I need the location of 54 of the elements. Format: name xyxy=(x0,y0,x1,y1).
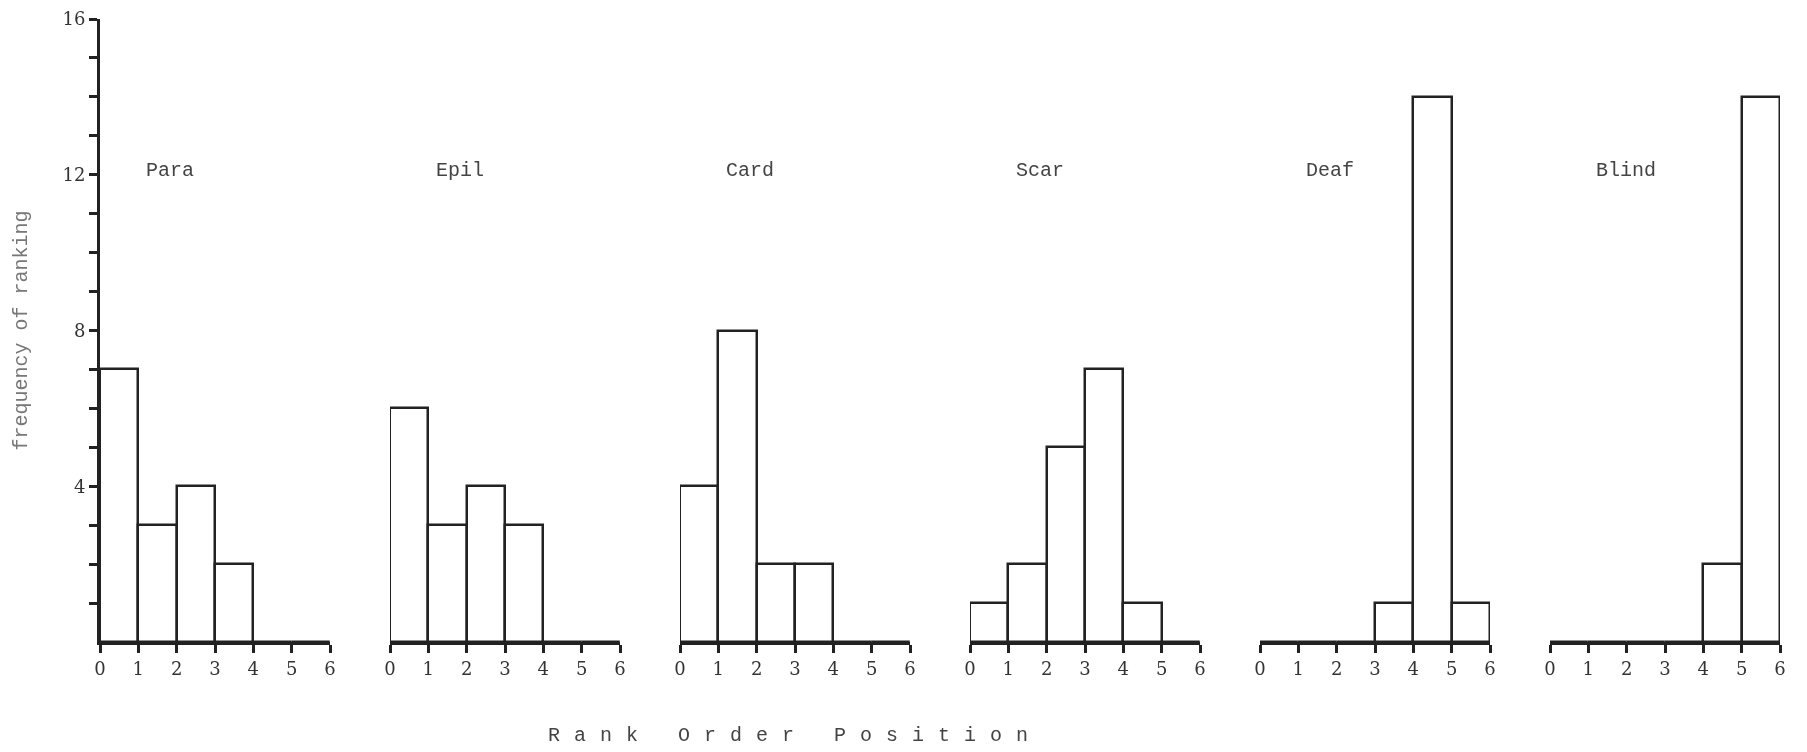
x-tick-label: 4 xyxy=(827,657,840,679)
x-tick-label: 2 xyxy=(750,657,763,679)
x-tick-label: 5 xyxy=(1155,657,1168,679)
x-axis-title: Rank Order Position xyxy=(547,724,1043,748)
x-tick-label: 1 xyxy=(1582,657,1595,679)
x-tick-label: 6 xyxy=(614,657,626,679)
y-axis-title: frequency of ranking xyxy=(9,210,33,451)
y-tick-label: 8 xyxy=(73,319,86,341)
x-tick-label: 1 xyxy=(1292,657,1305,679)
x-tick-label: 2 xyxy=(1620,657,1633,679)
x-tick-label: 5 xyxy=(575,657,588,679)
x-tick-label: 3 xyxy=(499,657,511,679)
text: Deaf xyxy=(1306,158,1355,182)
x-tick-label: 4 xyxy=(247,657,260,679)
text: Card xyxy=(726,158,775,182)
x-tick-label: 0 xyxy=(964,657,976,679)
text: Blind xyxy=(1596,158,1657,182)
x-tick-label: 0 xyxy=(1254,657,1266,679)
x-tick-label: 6 xyxy=(324,657,336,679)
x-tick-label: 3 xyxy=(1079,657,1091,679)
x-tick-label: 5 xyxy=(1445,657,1458,679)
x-tick-label: 2 xyxy=(1330,657,1343,679)
y-tick-label: 12 xyxy=(62,164,86,186)
x-tick-label: 1 xyxy=(1002,657,1015,679)
x-tick-label: 0 xyxy=(384,657,396,679)
x-tick-label: 2 xyxy=(1040,657,1053,679)
x-tick-label: 5 xyxy=(285,657,298,679)
y-tick-label: 16 xyxy=(62,8,86,30)
x-tick-label: 6 xyxy=(1774,657,1786,679)
x-tick-label: 4 xyxy=(1697,657,1710,679)
x-tick-label: 4 xyxy=(1117,657,1130,679)
x-tick-label: 0 xyxy=(94,657,106,679)
x-tick-label: 1 xyxy=(132,657,145,679)
text: Scar xyxy=(1016,158,1065,182)
x-tick-label: 4 xyxy=(1407,657,1420,679)
x-tick-label: 2 xyxy=(460,657,473,679)
x-tick-label: 1 xyxy=(712,657,725,679)
x-tick-label: 0 xyxy=(1544,657,1556,679)
text: Epil xyxy=(436,158,485,182)
x-tick-label: 5 xyxy=(865,657,878,679)
x-tick-label: 2 xyxy=(170,657,183,679)
x-tick-label: 3 xyxy=(1369,657,1381,679)
x-tick-label: 0 xyxy=(674,657,686,679)
x-tick-label: 1 xyxy=(422,657,435,679)
x-tick-label: 6 xyxy=(904,657,916,679)
x-tick-label: 3 xyxy=(209,657,221,679)
text: Para xyxy=(146,158,195,182)
x-tick-label: 4 xyxy=(537,657,550,679)
x-tick-label: 6 xyxy=(1484,657,1496,679)
x-tick-label: 3 xyxy=(1659,657,1671,679)
x-tick-label: 3 xyxy=(789,657,801,679)
x-tick-label: 5 xyxy=(1735,657,1748,679)
y-tick-label: 4 xyxy=(73,475,86,497)
x-tick-label: 6 xyxy=(1194,657,1206,679)
